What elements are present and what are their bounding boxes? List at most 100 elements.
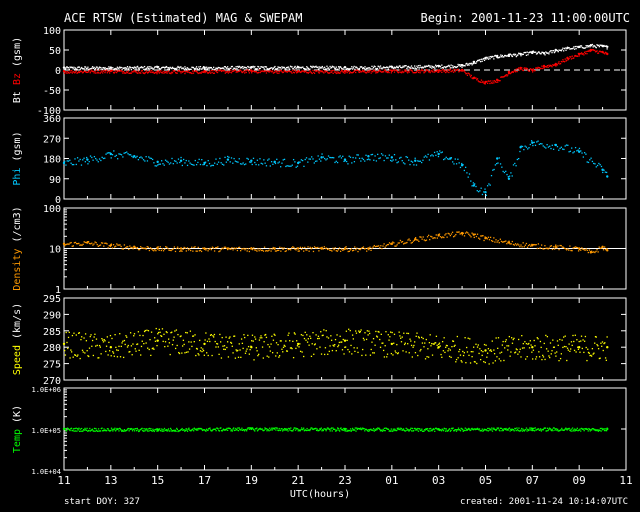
mag-point	[532, 68, 535, 70]
speed-point	[92, 354, 95, 357]
speed-point	[265, 336, 268, 339]
mag-point	[441, 69, 444, 71]
temp-point	[275, 427, 278, 429]
mag-point	[92, 70, 95, 73]
phi-point	[448, 158, 450, 160]
temp-point	[581, 428, 583, 430]
phi-point	[238, 158, 240, 160]
phi-point	[507, 176, 509, 178]
mag-point	[311, 66, 313, 69]
mag-point	[522, 53, 524, 56]
phi-point	[512, 164, 515, 166]
phi-point	[527, 148, 529, 150]
speed-point	[125, 335, 127, 337]
temp-point	[582, 428, 585, 430]
speed-point	[71, 334, 74, 337]
speed-point	[411, 356, 413, 358]
density-point	[382, 245, 384, 247]
temp-point	[96, 430, 98, 432]
speed-point	[169, 353, 171, 356]
temp-point	[576, 429, 578, 431]
mag-point	[285, 70, 287, 73]
speed-point	[77, 354, 79, 356]
density-point	[231, 247, 233, 249]
phi-point	[386, 157, 388, 159]
mag-point	[370, 72, 372, 74]
temp-point	[540, 430, 543, 432]
temp-point	[324, 428, 326, 430]
temp-point	[548, 428, 550, 431]
density-point	[167, 247, 169, 250]
speed-point	[326, 336, 328, 338]
speed-point	[466, 351, 469, 353]
temp-point	[192, 428, 194, 430]
phi-point	[367, 158, 370, 160]
mag-point	[72, 68, 74, 70]
mag-point	[129, 72, 132, 74]
density-point	[253, 247, 255, 249]
temp-point	[328, 428, 330, 430]
density-point	[548, 247, 550, 249]
temp-point	[144, 430, 146, 432]
mag-point	[226, 66, 229, 68]
speed-point	[384, 345, 386, 347]
phi-point	[414, 157, 416, 159]
mag-point	[362, 69, 364, 72]
temp-point	[143, 428, 145, 430]
speed-point	[460, 360, 462, 362]
speed-point	[463, 352, 465, 354]
phi-point	[276, 158, 278, 160]
mag-point	[94, 68, 96, 70]
temp-point	[289, 429, 291, 431]
speed-point	[246, 348, 248, 350]
phi-point	[391, 160, 393, 162]
temp-point	[402, 428, 405, 430]
speed-point	[421, 336, 423, 339]
mag-point	[526, 51, 528, 53]
temp-point	[588, 428, 591, 431]
mag-point	[326, 65, 328, 67]
mag-point	[511, 55, 514, 58]
temp-point	[396, 429, 398, 432]
mag-point	[202, 66, 205, 68]
phi-point	[118, 153, 120, 155]
mag-point	[195, 70, 198, 73]
mag-point	[597, 52, 599, 54]
speed-point	[303, 355, 305, 358]
density-point	[449, 234, 452, 237]
mag-point	[77, 71, 79, 74]
speed-point	[322, 334, 324, 336]
mag-point	[148, 71, 150, 73]
mag-point	[244, 66, 247, 69]
temp-point	[592, 428, 594, 430]
temp-point	[135, 427, 137, 430]
mag-point	[289, 68, 291, 70]
temp-point	[492, 428, 494, 430]
mag-point	[155, 71, 157, 73]
phi-point	[361, 157, 363, 159]
mag-point	[327, 72, 329, 74]
speed-point	[117, 349, 119, 352]
temp-point	[79, 428, 81, 430]
speed-point	[543, 342, 545, 345]
mag-point	[258, 69, 261, 71]
temp-anchor-point	[437, 427, 440, 431]
mag-point	[290, 71, 292, 73]
density-point	[109, 245, 111, 248]
density-point	[172, 248, 174, 250]
speed-point	[336, 334, 338, 336]
density-point	[142, 247, 144, 249]
density-point	[353, 249, 355, 251]
mag-point	[81, 66, 83, 69]
density-point	[93, 243, 95, 245]
temp-anchor-point	[250, 427, 253, 430]
mag-point	[394, 67, 396, 69]
mag-point	[317, 66, 319, 68]
mag-point	[520, 55, 522, 57]
phi-point	[140, 156, 142, 158]
mag-point	[517, 68, 519, 70]
mag-point	[292, 69, 294, 72]
speed-point	[475, 343, 477, 345]
mag-point	[396, 65, 398, 68]
mag-point	[544, 66, 546, 68]
